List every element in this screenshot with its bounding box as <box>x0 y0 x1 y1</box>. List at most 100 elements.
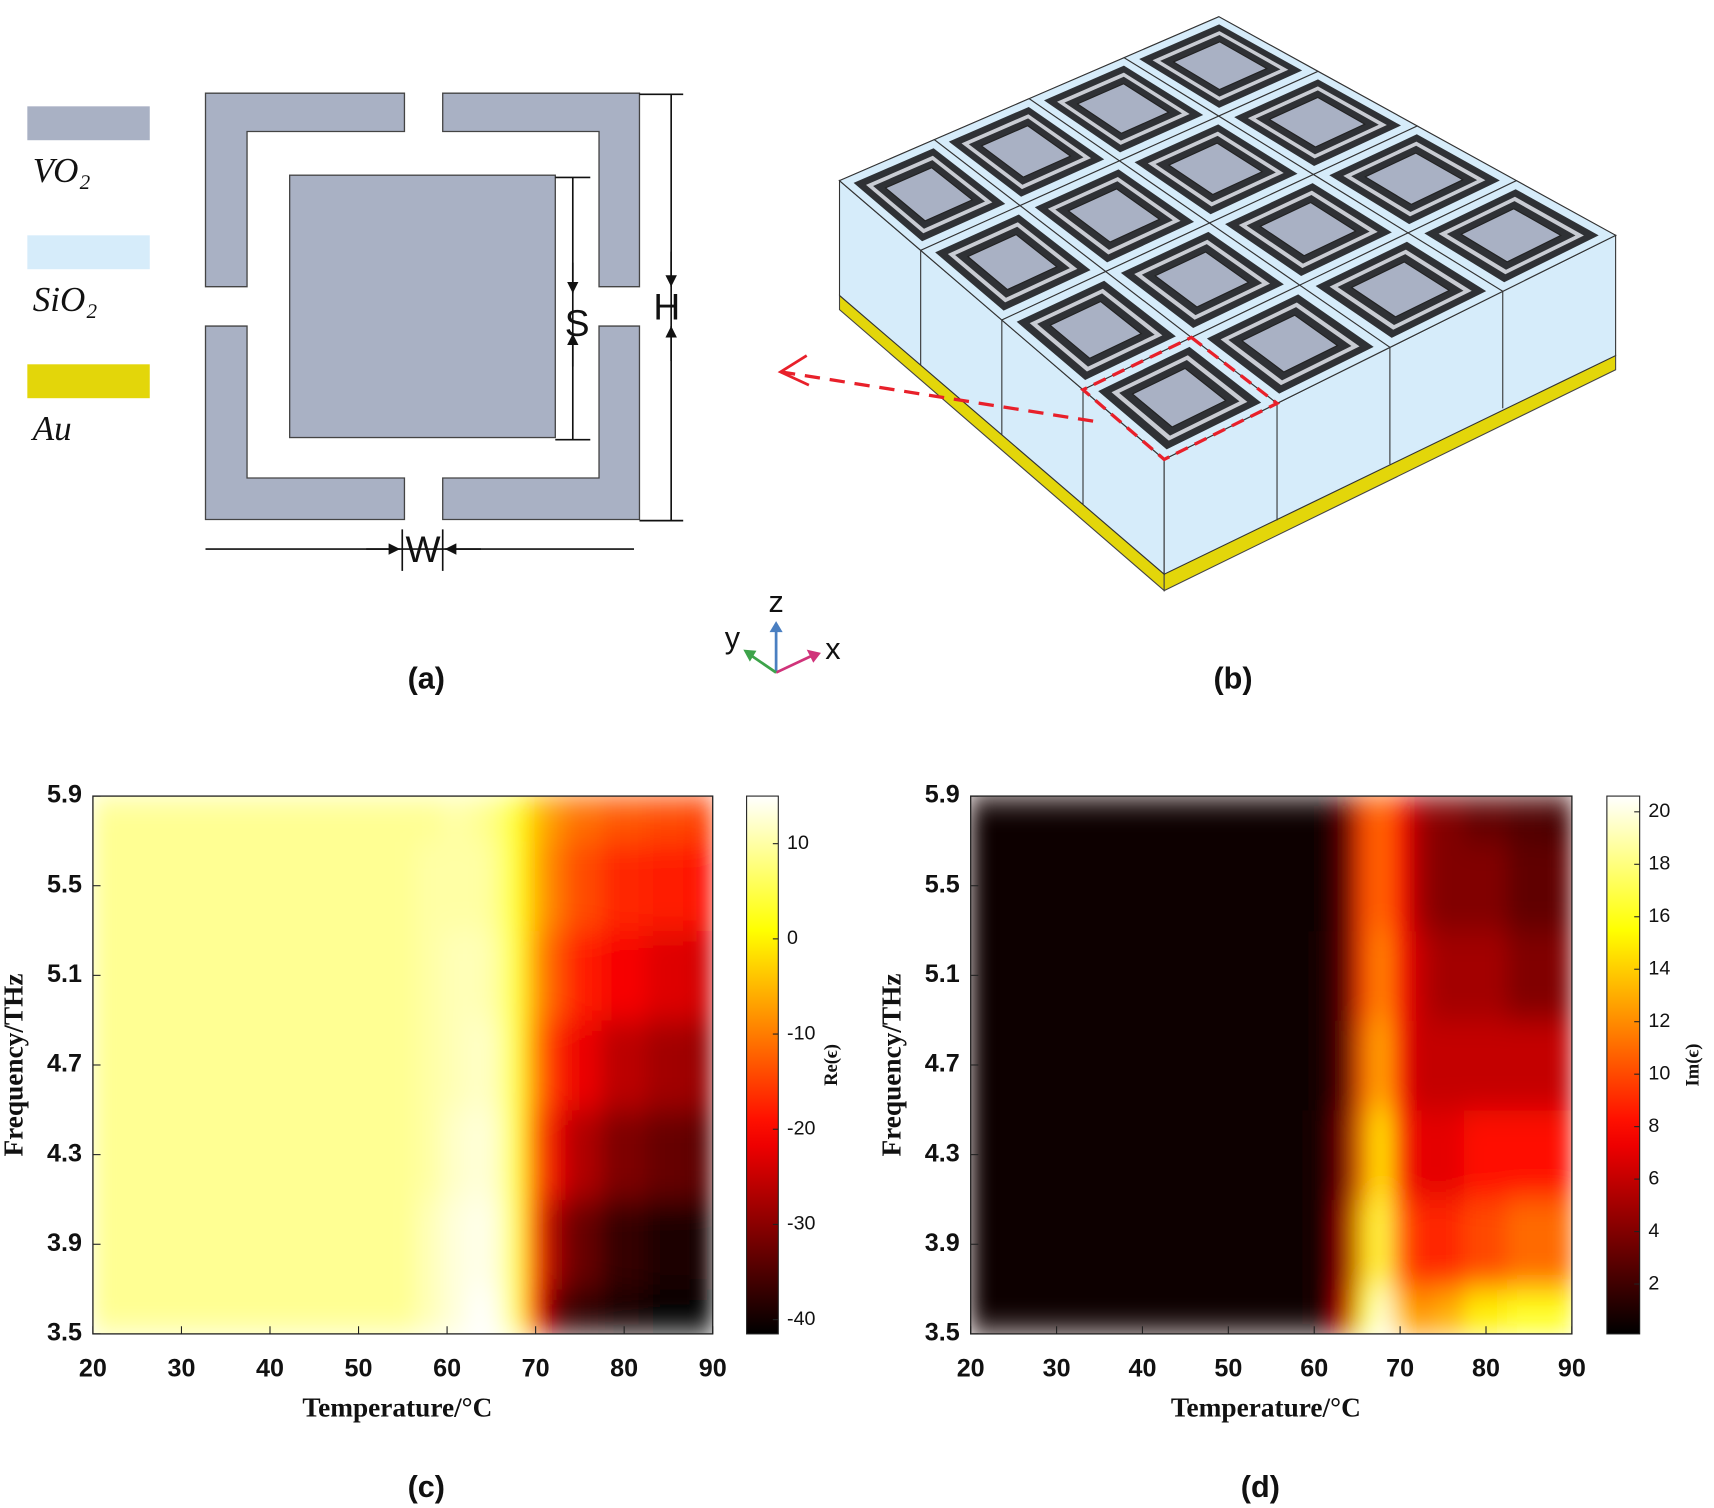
cell <box>380 840 417 932</box>
cell <box>508 929 528 1021</box>
vo2-square <box>1167 142 1264 196</box>
cell <box>1373 1109 1393 1200</box>
vo2-square <box>1460 208 1562 263</box>
x-tick-label: 70 <box>1386 1355 1414 1383</box>
axis-icon-label: x <box>825 632 840 666</box>
y-tick-label: 5.5 <box>925 870 960 898</box>
cell <box>1373 929 1393 1021</box>
cell <box>1249 796 1285 842</box>
legend-swatch <box>27 235 150 270</box>
cell <box>1249 929 1285 1021</box>
cell <box>1098 1019 1186 1111</box>
cell <box>490 1198 510 1290</box>
cell <box>1283 1288 1311 1334</box>
cell <box>442 1198 470 1290</box>
cell <box>1390 1109 1410 1200</box>
cell <box>442 1288 470 1334</box>
cell <box>136 929 227 1021</box>
cell <box>1098 1198 1186 1290</box>
vo2-square <box>1154 251 1250 308</box>
panel-label: (c) <box>408 1470 445 1504</box>
cell <box>1549 1019 1572 1111</box>
cell <box>468 1019 492 1111</box>
legend: VO₂ SiO₂ Au <box>27 106 150 448</box>
unit-cell <box>204 92 641 521</box>
dimension-lines <box>205 93 684 571</box>
cell <box>1309 1019 1337 1111</box>
panel-label: (a) <box>408 661 445 695</box>
axis-icon-label: z <box>768 585 783 619</box>
y-tick-label: 3.9 <box>47 1229 82 1257</box>
colorbar <box>1606 795 1641 1335</box>
cell <box>1249 1019 1285 1111</box>
cell <box>690 1019 713 1111</box>
cell <box>1429 1109 1466 1200</box>
cell <box>566 1019 603 1111</box>
cell <box>1013 840 1101 932</box>
cell <box>1356 929 1375 1021</box>
cell <box>601 1198 647 1290</box>
colorbar-tick-label: -20 <box>787 1117 815 1139</box>
cell <box>601 840 647 932</box>
legend-swatch <box>27 364 150 399</box>
cell <box>690 796 713 842</box>
cell <box>1408 840 1431 932</box>
cell <box>1013 1109 1101 1200</box>
cell <box>313 1109 382 1200</box>
cell <box>690 1109 713 1200</box>
colorbar-tick-label: 0 <box>787 927 798 949</box>
cell <box>1335 1198 1358 1290</box>
colorbar-tick-label: 12 <box>1648 1010 1670 1032</box>
legend-swatch <box>27 106 150 141</box>
ring-piece <box>442 325 641 521</box>
colorbar-tick-label: 4 <box>1648 1220 1659 1242</box>
vo2-square <box>980 125 1072 178</box>
cell <box>543 929 568 1021</box>
cell <box>543 1288 568 1334</box>
cell <box>1309 929 1337 1021</box>
cell <box>1309 796 1337 842</box>
cell <box>490 1288 510 1334</box>
y-tick-label: 4.3 <box>925 1139 960 1167</box>
cell <box>1463 840 1509 932</box>
panel-label: (d) <box>1241 1470 1280 1504</box>
cell <box>1335 1019 1358 1111</box>
y-tick-label: 5.5 <box>47 870 82 898</box>
cell <box>1429 1198 1466 1290</box>
cell <box>442 1019 470 1111</box>
x-tick-label: 80 <box>610 1355 638 1383</box>
cell <box>92 1288 138 1334</box>
x-tip <box>806 649 821 663</box>
cell <box>1184 929 1251 1021</box>
cell <box>1283 1019 1311 1111</box>
x-tick-label: 40 <box>256 1355 284 1383</box>
cell <box>468 796 492 842</box>
cell <box>1463 1198 1509 1290</box>
cell <box>645 1019 692 1111</box>
cell <box>1335 1109 1358 1200</box>
cell <box>543 796 568 842</box>
colorbar-tick-label: 18 <box>1648 852 1670 874</box>
cell <box>1184 1198 1251 1290</box>
cell <box>566 1109 603 1200</box>
cell <box>543 1019 568 1111</box>
cell <box>225 840 315 932</box>
cell <box>1463 796 1509 842</box>
cell <box>1549 1198 1572 1290</box>
y-axis-label: Frequency/THz <box>876 973 906 1156</box>
cell <box>225 929 315 1021</box>
cell <box>225 1198 315 1290</box>
cell <box>1309 1288 1337 1334</box>
cell <box>1249 1288 1285 1334</box>
colorbar-label: Re(ϵ) <box>821 1044 842 1086</box>
cell <box>566 796 603 842</box>
cell <box>380 1288 417 1334</box>
cell <box>313 1198 382 1290</box>
y-tick-label: 4.7 <box>47 1050 82 1078</box>
x-axis-label: Temperature/°C <box>1171 1393 1361 1423</box>
ring-piece <box>204 325 406 521</box>
cell <box>1013 1198 1101 1290</box>
cell <box>1549 1288 1572 1334</box>
cell <box>1249 1109 1285 1200</box>
